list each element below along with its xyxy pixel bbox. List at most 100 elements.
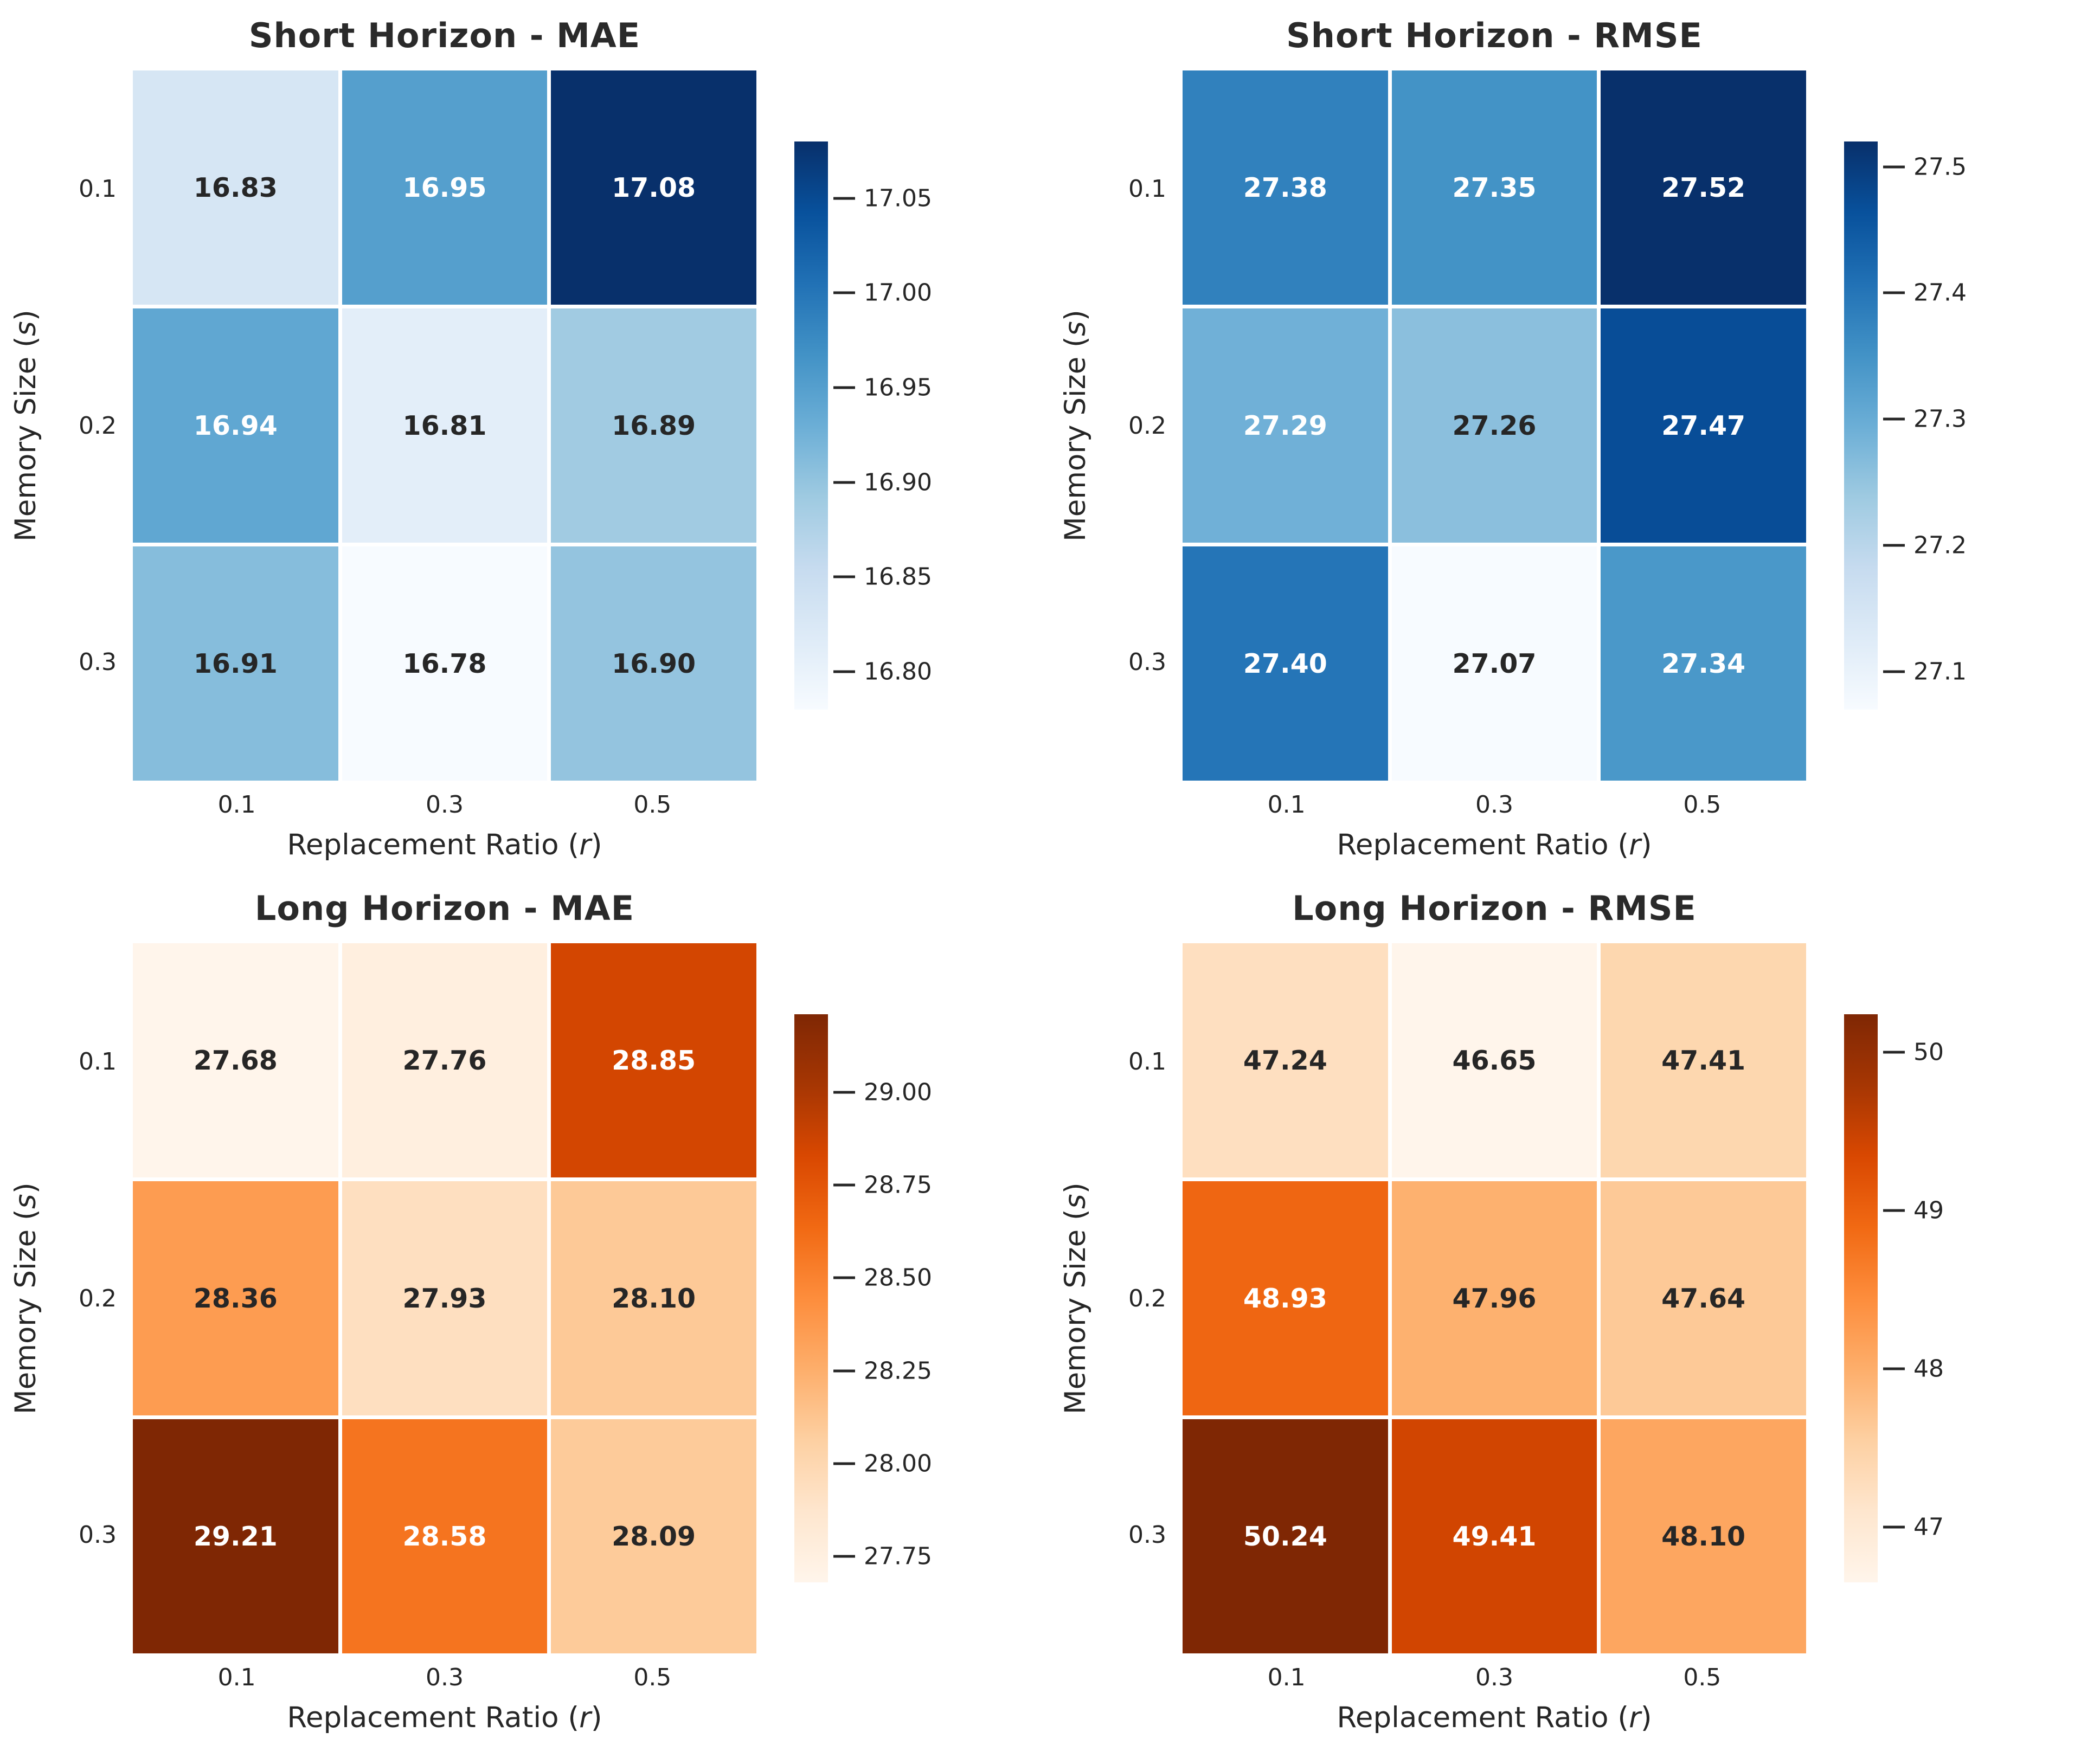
heatmap-cell: 28.85 [551,943,756,1177]
panel-title: Long Horizon - RMSE [1292,888,1697,928]
colorbar-tick-mark [1883,670,1905,673]
colorbar-tick-label: 49 [1913,1196,1944,1225]
colorbar-tick-mark [833,291,855,294]
colorbar-tick: 27.2 [1883,532,1967,559]
heatmap-cell: 49.41 [1391,1419,1597,1653]
y-tick-label: 0.2 [1128,411,1166,440]
colorbar-tick-label: 27.5 [1913,153,1967,181]
x-axis-ticks: 0.1 0.3 0.5 [133,781,756,828]
heatmap: 27.38 27.35 27.52 27.29 27.26 27.47 27.40 27.07… [1183,70,1806,781]
colorbar-tick: 28.75 [833,1171,932,1199]
colorbar-gradient: 16.80 16.85 16.90 16.95 17.00 17.05 [794,141,932,710]
y-tick-label: 0.2 [79,411,117,440]
heatmap-cell: 16.83 [133,70,338,305]
heatmap-cell: 28.10 [551,1181,756,1415]
colorbar-tick-mark [833,1091,855,1094]
panel-short-horizon-rmse: Short Horizon - RMSE Memory Size (s) 0.1… [1050,0,2100,873]
colorbar-tick-label: 16.95 [864,374,932,402]
colorbar-tick: 28.50 [833,1264,932,1292]
x-tick-label: 0.5 [633,1663,672,1691]
x-tick-label: 0.5 [633,790,672,819]
colorbar-gradient: 27.75 28.00 28.25 28.50 28.75 29.00 [794,1014,932,1582]
colorbar-tick: 27.3 [1883,405,1967,433]
x-axis-label: Replacement Ratio (r) [287,828,602,861]
x-tick-label: 0.3 [1475,1663,1513,1691]
colorbar-tick-label: 28.50 [864,1264,932,1292]
heatmap: 47.24 46.65 47.41 48.93 47.96 47.64 50.24 49.41… [1183,943,1806,1653]
heatmap-cell: 16.78 [342,546,548,781]
colorbar-tick: 16.85 [833,563,932,591]
colorbar-tick: 29.00 [833,1078,932,1106]
x-tick-label: 0.1 [1267,790,1306,819]
colorbar-tick-mark [833,1276,855,1279]
colorbar-tick-label: 17.00 [864,279,932,307]
colorbar-tick-mark [1883,1367,1905,1370]
colorbar-tick-mark [1883,1525,1905,1529]
heatmap-cell: 47.64 [1601,1181,1806,1415]
colorbar-tick-mark [1883,1209,1905,1212]
panel-long-horizon-rmse: Long Horizon - RMSE Memory Size (s) 0.1 0… [1050,873,2100,1745]
y-tick-label: 0.2 [79,1284,117,1312]
y-tick-label: 0.1 [1128,175,1166,203]
y-axis-label: Memory Size (s) [1059,1182,1092,1414]
colorbar-tick: 16.90 [833,468,932,496]
y-tick-label: 0.3 [79,648,117,677]
heatmap-cell: 16.95 [342,70,548,305]
heatmap-cell: 48.10 [1601,1419,1806,1653]
heatmap-cell: 46.65 [1391,943,1597,1177]
x-axis-label: Replacement Ratio (r) [1337,828,1652,861]
colorbar-tick: 28.25 [833,1357,932,1385]
colorbar-tick: 50 [1883,1039,1944,1066]
colorbar-tick-mark [833,1555,855,1558]
colorbar-tick-mark [833,197,855,200]
heatmap-cell: 27.93 [342,1181,548,1415]
colorbar-tick-mark [833,1183,855,1187]
heatmap-cell: 16.89 [551,308,756,543]
heatmap-cell: 27.76 [342,943,548,1177]
y-tick-label: 0.1 [1128,1047,1166,1076]
colorbar-tick: 49 [1883,1196,1944,1224]
x-axis-ticks: 0.1 0.3 0.5 [133,1653,756,1701]
colorbar-tick: 48 [1883,1355,1944,1382]
colorbar-tick-label: 16.85 [864,563,932,591]
colorbar-tick-label: 16.80 [864,658,932,686]
x-axis-ticks: 0.1 0.3 0.5 [1183,1653,1806,1701]
heatmap-cell: 16.81 [342,308,548,543]
y-axis-ticks: 0.1 0.2 0.3 [1101,943,1183,1653]
colorbar-tick-mark [1883,165,1905,169]
heatmap-cell: 27.07 [1391,546,1597,781]
heatmap-cell: 27.29 [1183,308,1388,543]
colorbar: 27.1 27.2 27.3 27.4 27.5 [1844,70,1967,781]
colorbar-tick: 27.4 [1883,279,1967,307]
colorbar-tick-label: 17.05 [864,184,932,213]
y-axis-ticks: 0.1 0.2 0.3 [1101,70,1183,781]
y-axis-label: Memory Size (s) [9,1182,42,1414]
heatmap-cell: 27.40 [1183,546,1388,781]
colorbar-tick: 17.05 [833,184,932,212]
panel-long-horizon-mae: Long Horizon - MAE Memory Size (s) 0.1 0.… [0,873,1050,1745]
colorbar-tick: 17.00 [833,279,932,307]
colorbar-tick-mark [833,481,855,484]
colorbar-tick-label: 48 [1913,1355,1944,1383]
y-tick-label: 0.3 [1128,648,1166,677]
panel-title: Long Horizon - MAE [254,888,635,928]
colorbar-gradient: 27.1 27.2 27.3 27.4 27.5 [1844,141,1967,710]
panel-title: Short Horizon - MAE [248,15,641,55]
x-tick-label: 0.1 [217,1663,256,1691]
colorbar-tick-mark [833,386,855,389]
colorbar-tick-label: 28.25 [864,1357,932,1385]
heatmap-cell: 47.96 [1391,1181,1597,1415]
y-tick-label: 0.1 [79,175,117,203]
colorbar-tick-label: 27.75 [864,1542,932,1570]
heatmap-cell: 28.58 [342,1419,548,1653]
colorbar-tick-label: 27.2 [1913,531,1967,559]
heatmap-cell: 27.68 [133,943,338,1177]
colorbar: 27.75 28.00 28.25 28.50 28.75 29.00 [794,943,932,1653]
colorbar-tick-label: 50 [1913,1038,1944,1066]
x-tick-label: 0.5 [1683,790,1722,819]
x-tick-label: 0.1 [217,790,256,819]
colorbar-tick: 16.80 [833,658,932,686]
colorbar: 47 48 49 50 [1844,943,1944,1653]
colorbar-tick-mark [833,1462,855,1465]
